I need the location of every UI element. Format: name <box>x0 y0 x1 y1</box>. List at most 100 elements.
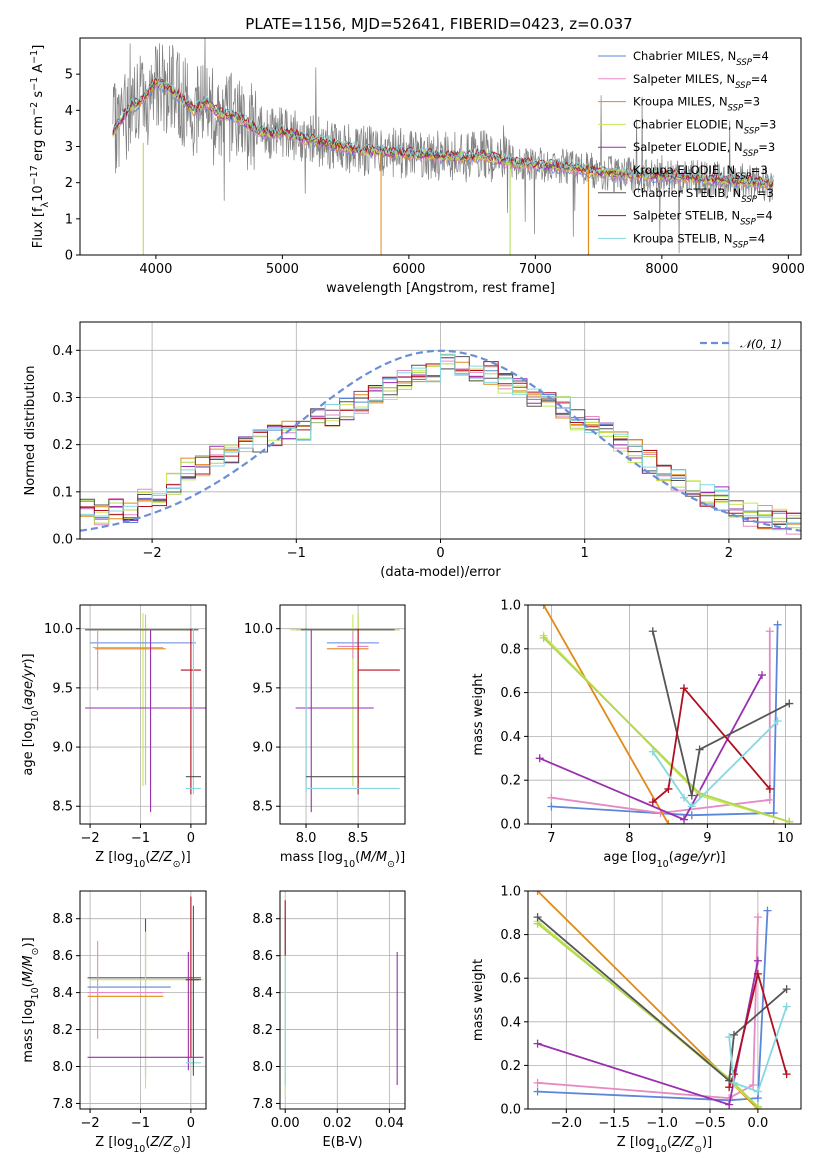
axes: −2 −1 0 1 2 0.0 0.1 0.2 0.3 0.4 (data-model)/error… <box>23 321 802 580</box>
legend-entry: Salpeter ELODIE, NSSP=3 <box>633 140 775 159</box>
y-tick-label: 5 <box>65 68 73 83</box>
x-tick-label: −2.0 <box>551 1116 583 1131</box>
series-line <box>728 1006 788 1093</box>
plot-area <box>535 605 794 824</box>
legend-entry: Kroupa STELIB, NSSP=4 <box>633 231 765 250</box>
x-axis-label: E(B-V) <box>322 1135 362 1150</box>
x-tick-label: 1 <box>581 546 589 561</box>
series-line <box>542 637 790 823</box>
data-point <box>725 1033 734 1042</box>
y-tick-label: 0.2 <box>500 774 521 789</box>
y-axis-label: mass [log10(M/M⊙)] <box>21 937 41 1062</box>
x-axis-label: age [log10(age/yr)] <box>603 850 725 870</box>
panel-residual-histogram: −2 −1 0 1 2 0.0 0.1 0.2 0.3 0.4 (data-model)/error… <box>23 321 802 580</box>
axes: 7 8 9 10 0.0 0.2 0.4 0.6 0.8 1.0 age [log10(age/yr… <box>471 599 802 870</box>
data-point <box>680 815 688 824</box>
series-line <box>652 686 771 803</box>
axes-frame <box>527 604 802 825</box>
y-tick-label: 8.0 <box>52 1060 73 1075</box>
panel-age-vs-mass: 8.0 8.5 8.5 9.0 9.5 10.0 mass [log10(M/M⊙)] <box>244 604 406 870</box>
data-point <box>753 956 762 965</box>
x-tick-label: 10 <box>777 831 794 846</box>
x-axis-label: Z [log10(Z/Z⊙)] <box>617 1135 712 1155</box>
x-tick-label: −1 <box>287 546 306 561</box>
axes-frame <box>527 890 802 1110</box>
y-tick-label: 0.6 <box>500 686 521 701</box>
data-point <box>664 820 673 824</box>
y-tick-label: 8.6 <box>252 949 273 964</box>
legend-entry: Kroupa ELODIE, NSSP=3 <box>633 163 768 182</box>
axes: −2 −1 0 7.8 8.0 8.2 8.4 8.6 8.8 Z [log10(Z/Z⊙)] ma… <box>21 890 207 1155</box>
legend-entry: Salpeter MILES, NSSP=4 <box>633 72 768 91</box>
data-point <box>648 798 657 807</box>
grid <box>280 605 405 824</box>
y-tick-label: 0.4 <box>500 730 521 745</box>
plot-area <box>80 349 801 535</box>
data-point <box>535 754 544 763</box>
data-point <box>749 1081 758 1090</box>
data-point <box>769 820 778 824</box>
y-tick-label: 8.8 <box>252 912 273 927</box>
grid <box>528 890 801 1110</box>
panel-mass-vs-ebv: 0.00 0.02 0.04 7.8 8.0 8.2 8.4 8.6 8.8 E(B-V) <box>252 890 406 1150</box>
x-tick-label: 8 <box>625 831 633 846</box>
y-tick-label: 7.8 <box>252 1097 273 1112</box>
data-point <box>763 906 772 915</box>
x-axis-label: Z [log10(Z/Z⊙)] <box>95 850 190 870</box>
legend-entry: 𝒩(0, 1) <box>740 337 782 351</box>
x-tick-label: 9 <box>703 831 711 846</box>
y-tick-label: 0.2 <box>500 1059 521 1074</box>
x-tick-label: 0 <box>187 831 195 846</box>
data-point <box>769 809 778 818</box>
plot-area <box>87 896 204 1089</box>
x-tick-label: 0 <box>436 546 444 561</box>
x-tick-label: 4000 <box>139 262 172 277</box>
data-point <box>765 784 774 793</box>
y-axis-label: Flux [fλ10−17 erg cm−2 s−1 A−1] <box>29 45 51 249</box>
series-line <box>542 605 774 824</box>
x-tick-label: −1 <box>131 831 150 846</box>
x-axis-label: (data-model)/error <box>380 565 501 580</box>
axes-frame <box>79 890 207 1110</box>
axes: 8.0 8.5 8.5 9.0 9.5 10.0 mass [log10(M/M⊙)] <box>244 604 406 870</box>
series-line <box>542 635 790 823</box>
y-tick-label: 2 <box>65 176 73 191</box>
y-tick-label: 0 <box>65 249 73 264</box>
data-point <box>547 793 556 802</box>
data-point <box>758 671 766 680</box>
x-tick-label: −2 <box>80 1116 99 1131</box>
y-tick-label: 8.5 <box>252 800 273 815</box>
y-tick-label: 8.4 <box>252 986 273 1001</box>
data-point <box>729 1078 738 1087</box>
y-tick-label: 9.0 <box>252 741 273 756</box>
x-tick-label: 8.5 <box>348 831 369 846</box>
data-point <box>648 747 657 756</box>
data-point <box>695 745 704 754</box>
x-tick-label: −1 <box>131 1116 150 1131</box>
y-tick-label: 10.0 <box>244 622 273 637</box>
y-tick-label: 0.3 <box>52 391 73 406</box>
data-point <box>533 1078 542 1087</box>
panel-age-vs-metallicity: −2 −1 0 8.5 9.0 9.5 10.0 Z [log10(Z/Z⊙)] age [lo… <box>21 604 207 870</box>
x-tick-label: 0.04 <box>375 1116 404 1131</box>
data-point <box>765 627 774 636</box>
x-tick-label: 0.0 <box>748 1116 769 1131</box>
x-tick-label: −2 <box>80 831 99 846</box>
series-line <box>537 960 759 1106</box>
plot-area <box>85 613 206 813</box>
data-point <box>687 791 696 800</box>
data-point <box>753 1087 762 1096</box>
legend-entry: Salpeter STELIB, NSSP=4 <box>633 209 773 228</box>
plot-area <box>533 891 791 1109</box>
y-axis-label: age [log10(age/yr)] <box>21 653 41 775</box>
axes: −2 −1 0 8.5 9.0 9.5 10.0 Z [log10(Z/Z⊙)] age [lo… <box>21 604 207 870</box>
panel-weight-vs-metallicity: −2.0 −1.5 −1.0 −0.5 0.0 0.0 0.2 0.4 0.6 0.8 1.0 Z [… <box>471 885 802 1155</box>
data-point <box>785 817 794 824</box>
data-point <box>680 684 688 693</box>
legend-entry: Kroupa MILES, NSSP=3 <box>633 95 760 114</box>
legend-entry: Chabrier MILES, NSSP=4 <box>633 49 769 68</box>
axes-frame <box>279 604 406 825</box>
y-tick-label: 0.1 <box>52 485 73 500</box>
x-tick-label: 7 <box>547 831 555 846</box>
